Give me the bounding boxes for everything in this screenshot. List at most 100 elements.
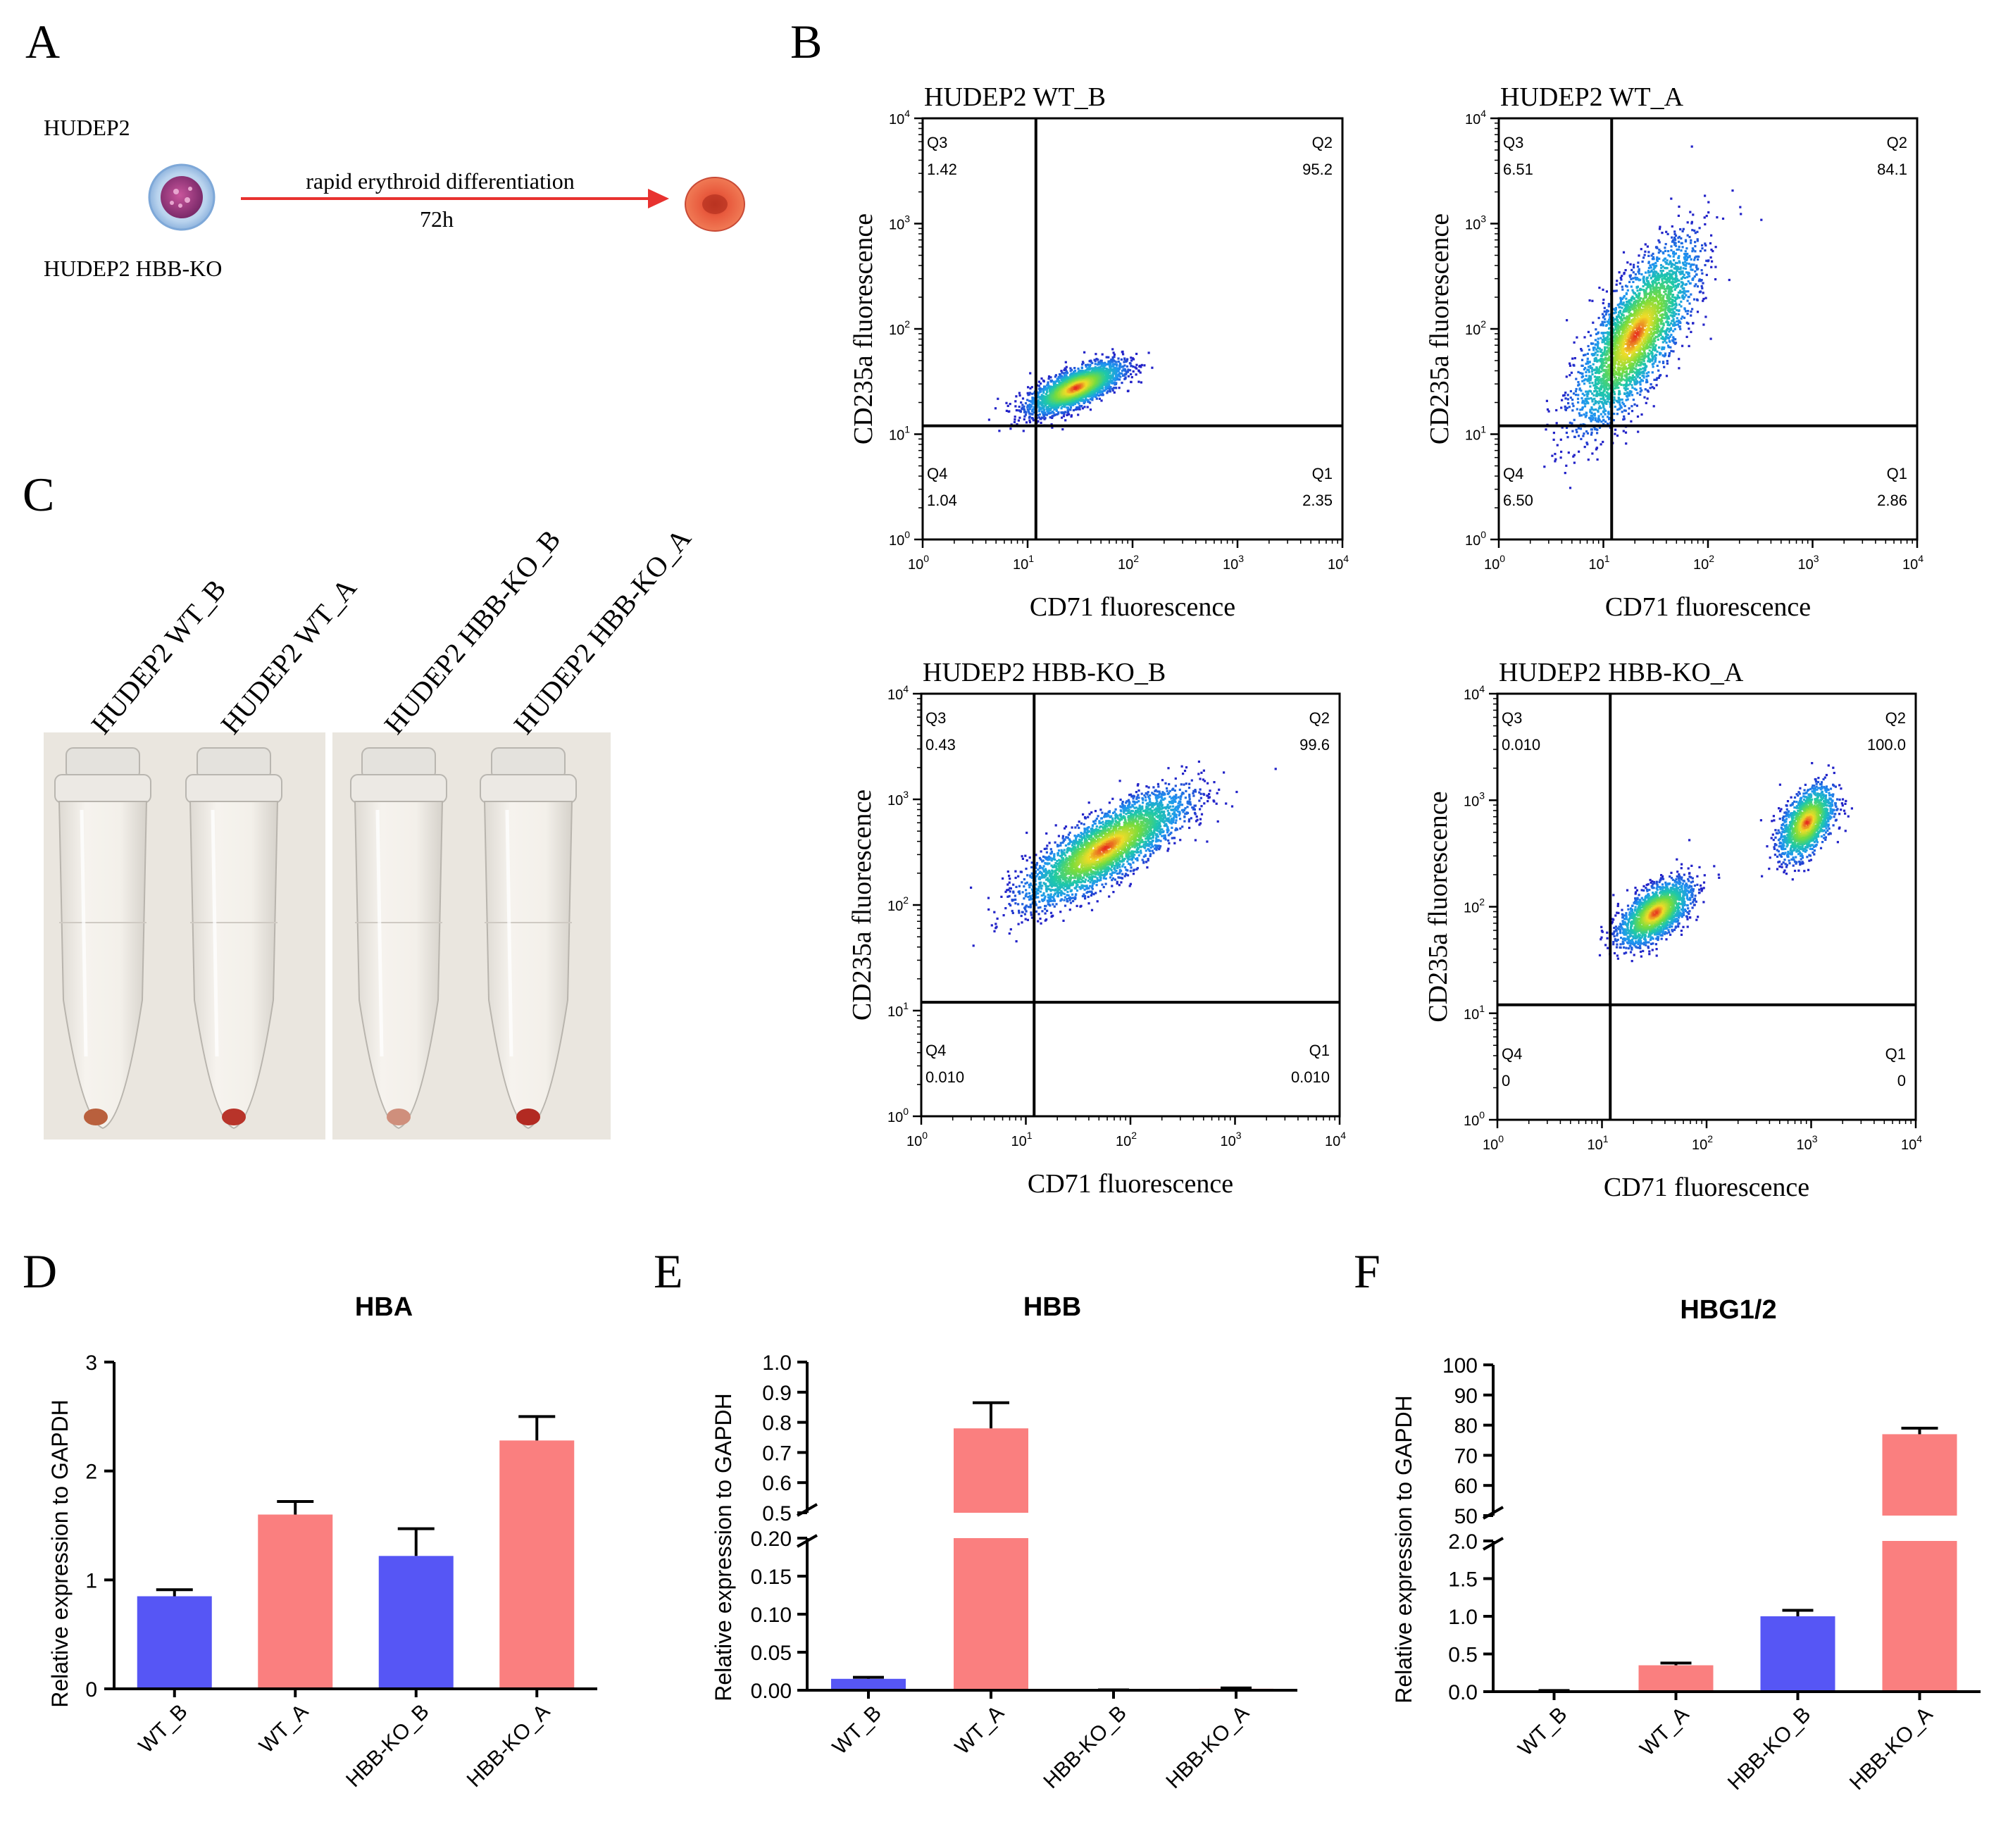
- flow-event-dot: [1121, 370, 1123, 372]
- flow-event-dot: [1566, 432, 1568, 434]
- flow-event-dot: [1675, 235, 1677, 237]
- flow-event-dot: [1642, 368, 1644, 370]
- flow-event-dot: [1621, 377, 1623, 379]
- flow-event-dot: [1566, 319, 1568, 321]
- flow-event-dot: [1715, 246, 1717, 248]
- flow-event-dot: [1706, 215, 1708, 217]
- flow-event-dot: [1678, 358, 1680, 360]
- flow-event-dot: [1645, 287, 1647, 289]
- flow-event-dot: [1070, 406, 1072, 408]
- flow-event-dot: [1665, 231, 1667, 233]
- flow-event-dot: [1647, 389, 1649, 392]
- flow-event-dot: [1678, 206, 1680, 208]
- flow-event-dot: [1710, 256, 1712, 258]
- flow-event-dot: [1633, 271, 1635, 273]
- flow-event-dot: [1678, 325, 1681, 327]
- flow-event-dot: [1585, 391, 1587, 393]
- flow-event-dot: [1596, 432, 1598, 434]
- flow-event-dot: [1621, 401, 1623, 404]
- flow-event-dot: [1652, 342, 1654, 344]
- flow-event-dot: [1714, 278, 1716, 280]
- flow-event-dot: [1674, 281, 1676, 283]
- flow-event-dot: [1704, 216, 1706, 218]
- flow-event-dot: [1599, 382, 1601, 384]
- flow-event-dot: [1683, 267, 1685, 269]
- flow-event-dot: [1631, 387, 1633, 389]
- flow-event-dot: [1023, 430, 1025, 432]
- flow-event-dot: [1689, 282, 1691, 285]
- flow-event-dot: [1654, 357, 1657, 359]
- quadrant-value-q2: 95.2: [1302, 161, 1333, 178]
- flow-event-dot: [1671, 339, 1673, 342]
- flow-event-dot: [1621, 411, 1623, 413]
- flow-event-dot: [1582, 365, 1584, 367]
- flow-event-dot: [1569, 406, 1571, 408]
- flow-event-dot: [1589, 382, 1591, 384]
- flow-event-dot: [1657, 339, 1659, 341]
- flow-event-dot: [1582, 375, 1584, 377]
- flow-event-dot: [1582, 406, 1584, 408]
- flow-event-dot: [1678, 246, 1681, 248]
- flow-event-dot: [1590, 406, 1592, 408]
- flow-event-dot: [1623, 409, 1626, 411]
- flow-event-dot: [1023, 406, 1025, 408]
- flow-event-dot: [1025, 411, 1027, 413]
- flow-event-dot: [1695, 232, 1697, 234]
- flow-event-dot: [1619, 331, 1621, 333]
- flow-event-dot: [1602, 392, 1604, 394]
- flow-event-dot: [1042, 392, 1045, 394]
- flow-event-dot: [1705, 297, 1707, 299]
- flow-event-dot: [1622, 418, 1624, 420]
- flow-event-dot: [1674, 285, 1676, 287]
- flow-event-dot: [1095, 353, 1097, 355]
- flow-event-dot: [1635, 307, 1637, 309]
- flow-event-dot: [1699, 227, 1701, 229]
- flow-event-dot: [1575, 390, 1577, 392]
- flow-event-dot: [1564, 472, 1566, 474]
- flow-event-dot: [1623, 392, 1626, 394]
- flow-event-dot: [1131, 376, 1133, 378]
- flow-event-dot: [1678, 367, 1680, 369]
- flow-event-dot: [1130, 381, 1132, 383]
- flow-event-dot: [1580, 414, 1583, 416]
- flow-event-dot: [1661, 287, 1663, 289]
- flow-event-dot: [1704, 194, 1706, 196]
- flow-event-dot: [1585, 412, 1588, 414]
- flow-event-dot: [1677, 323, 1679, 325]
- flow-event-dot: [1674, 288, 1676, 290]
- flow-event-dot: [1665, 243, 1667, 245]
- flow-event-dot: [1583, 336, 1585, 338]
- flow-event-dot: [1652, 371, 1654, 373]
- flow-event-dot: [1554, 453, 1556, 455]
- flow-event-dot: [1706, 274, 1708, 276]
- flow-event-dot: [1121, 351, 1123, 353]
- y-tick-exponent: 4: [904, 108, 910, 119]
- flow-event-dot: [1687, 256, 1689, 258]
- flow-event-dot: [1656, 384, 1658, 386]
- flow-event-dot: [1639, 394, 1641, 396]
- flow-event-dot: [1593, 398, 1595, 400]
- flow-event-dot: [1009, 403, 1011, 405]
- flow-event-dot: [1573, 342, 1576, 344]
- flow-event-dot: [1591, 399, 1593, 401]
- flow-event-dot: [1652, 386, 1654, 388]
- flow-event-dot: [1135, 373, 1137, 375]
- flow-event-dot: [1573, 462, 1576, 464]
- flow-event-dot: [1690, 266, 1692, 268]
- flow-event-dot: [1025, 413, 1027, 416]
- flow-event-dot: [1635, 305, 1637, 307]
- time-label: 72h: [420, 206, 454, 232]
- flow-event-dot: [1663, 366, 1665, 368]
- flow-event-dot: [1639, 279, 1641, 281]
- flow-event-dot: [1714, 266, 1716, 268]
- flow-event-dot: [1636, 287, 1638, 289]
- flow-event-dot: [1576, 431, 1578, 433]
- flow-event-dot: [1079, 405, 1081, 407]
- flow-event-dot: [1025, 421, 1028, 423]
- flow-event-dot: [1046, 388, 1048, 390]
- flow-event-dot: [1571, 372, 1573, 374]
- flow-event-dot: [1651, 351, 1653, 353]
- flow-event-dot: [1595, 439, 1597, 441]
- flow-event-dot: [1566, 407, 1569, 409]
- flow-event-dot: [1662, 341, 1664, 343]
